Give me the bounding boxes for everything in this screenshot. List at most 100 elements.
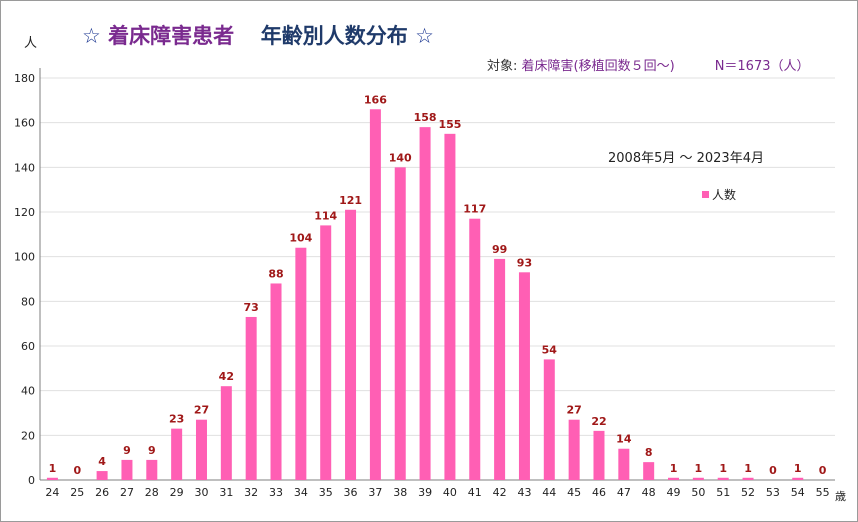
bar <box>146 459 158 480</box>
x-tick-label: 31 <box>219 486 233 499</box>
x-tick-label: 55 <box>816 486 830 499</box>
data-label: 166 <box>364 93 387 106</box>
data-label: 0 <box>73 464 81 477</box>
x-tick-label: 35 <box>319 486 333 499</box>
y-tick-label: 120 <box>14 206 35 219</box>
x-tick-label: 39 <box>418 486 432 499</box>
subject-label: 対象: <box>487 59 522 74</box>
x-tick-label: 42 <box>493 486 507 499</box>
x-tick-label: 54 <box>791 486 805 499</box>
x-tick-label: 47 <box>617 486 631 499</box>
x-tick-label: 26 <box>95 486 109 499</box>
subject-line: 対象: 着床障害(移植回数５回～) N＝1673（人） <box>487 55 810 74</box>
data-label: 22 <box>591 415 606 428</box>
bar <box>469 218 481 480</box>
data-label: 104 <box>289 232 312 245</box>
bar <box>568 419 580 480</box>
y-tick-label: 80 <box>21 295 35 308</box>
data-label: 23 <box>169 413 184 426</box>
bar <box>320 225 332 480</box>
y-tick-label: 20 <box>21 429 35 442</box>
x-tick-label: 32 <box>244 486 258 499</box>
x-tick-label: 38 <box>393 486 407 499</box>
bar <box>717 477 729 480</box>
x-tick-label: 45 <box>567 486 581 499</box>
y-tick-label: 140 <box>14 161 35 174</box>
data-label: 8 <box>645 446 653 459</box>
x-tick-label: 52 <box>741 486 755 499</box>
bar <box>742 477 754 480</box>
x-tick-label: 43 <box>517 486 531 499</box>
data-label: 114 <box>314 209 337 222</box>
x-tick-label: 51 <box>716 486 730 499</box>
x-tick-label: 30 <box>194 486 208 499</box>
data-label: 27 <box>566 404 581 417</box>
data-label: 1 <box>695 462 703 475</box>
x-tick-label: 44 <box>542 486 556 499</box>
title-part-a: 着床障害患者 <box>108 24 235 48</box>
bar <box>444 133 456 481</box>
legend-swatch <box>702 191 709 198</box>
bar <box>668 477 680 480</box>
data-label: 73 <box>244 301 259 314</box>
y-axis-unit: 人 <box>24 36 38 51</box>
bar <box>792 477 804 480</box>
x-tick-label: 33 <box>269 486 283 499</box>
data-label: 1 <box>794 462 802 475</box>
bar <box>195 419 207 480</box>
period-text: 2008年5月 ～ 2023年4月 <box>608 151 764 166</box>
y-tick-label: 60 <box>21 340 35 353</box>
x-tick-label: 29 <box>170 486 184 499</box>
data-label: 158 <box>414 111 437 124</box>
bar <box>593 430 605 480</box>
bar <box>543 359 555 480</box>
data-label: 14 <box>616 433 632 446</box>
bar <box>394 167 406 481</box>
data-label: 0 <box>819 464 827 477</box>
y-tick-label: 40 <box>21 385 35 398</box>
data-label: 27 <box>194 404 209 417</box>
x-tick-label: 46 <box>592 486 606 499</box>
data-label: 1 <box>744 462 752 475</box>
subject-value: 着床障害 <box>521 59 574 74</box>
bar <box>96 471 108 480</box>
x-tick-label: 53 <box>766 486 780 499</box>
bar <box>643 462 655 480</box>
data-label: 117 <box>463 203 486 216</box>
data-label: 9 <box>123 444 131 457</box>
x-tick-label: 28 <box>145 486 159 499</box>
subject-condition: (移植回数５回～) <box>573 59 675 74</box>
y-tick-label: 0 <box>28 474 35 487</box>
bar <box>295 247 307 480</box>
x-tick-label: 48 <box>642 486 656 499</box>
bar <box>245 316 257 480</box>
x-tick-label: 37 <box>368 486 382 499</box>
bar <box>618 448 630 480</box>
data-label: 93 <box>517 256 532 269</box>
x-tick-label: 34 <box>294 486 308 499</box>
sample-size: N＝1673（人） <box>714 59 810 74</box>
data-label: 88 <box>268 267 283 280</box>
x-axis-unit: 歳 <box>835 490 846 503</box>
data-label: 121 <box>339 194 362 207</box>
data-label: 54 <box>542 343 558 356</box>
data-label: 99 <box>492 243 507 256</box>
legend: 人数 <box>702 186 736 203</box>
data-label: 1 <box>49 462 57 475</box>
bar <box>46 477 58 480</box>
y-tick-label: 180 <box>14 72 35 85</box>
x-tick-label: 25 <box>70 486 84 499</box>
star-icon: ☆ <box>82 24 101 48</box>
bar <box>369 109 381 481</box>
data-label: 42 <box>219 370 234 383</box>
data-label: 1 <box>719 462 727 475</box>
bar <box>692 477 704 480</box>
x-tick-label: 24 <box>45 486 59 499</box>
x-tick-label: 50 <box>691 486 705 499</box>
x-tick-label: 40 <box>443 486 457 499</box>
data-label: 140 <box>389 151 412 164</box>
star-icon: ☆ <box>415 24 434 48</box>
bar <box>270 283 282 480</box>
legend-label: 人数 <box>712 188 737 202</box>
